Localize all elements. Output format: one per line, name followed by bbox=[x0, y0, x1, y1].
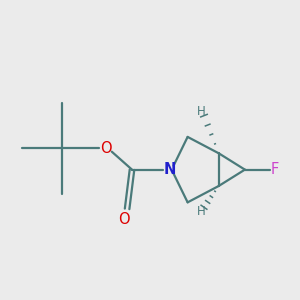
Text: O: O bbox=[118, 212, 130, 227]
Text: H: H bbox=[197, 105, 206, 118]
Text: H: H bbox=[197, 205, 206, 218]
Text: F: F bbox=[270, 162, 278, 177]
Text: O: O bbox=[100, 141, 112, 156]
Text: N: N bbox=[164, 162, 176, 177]
